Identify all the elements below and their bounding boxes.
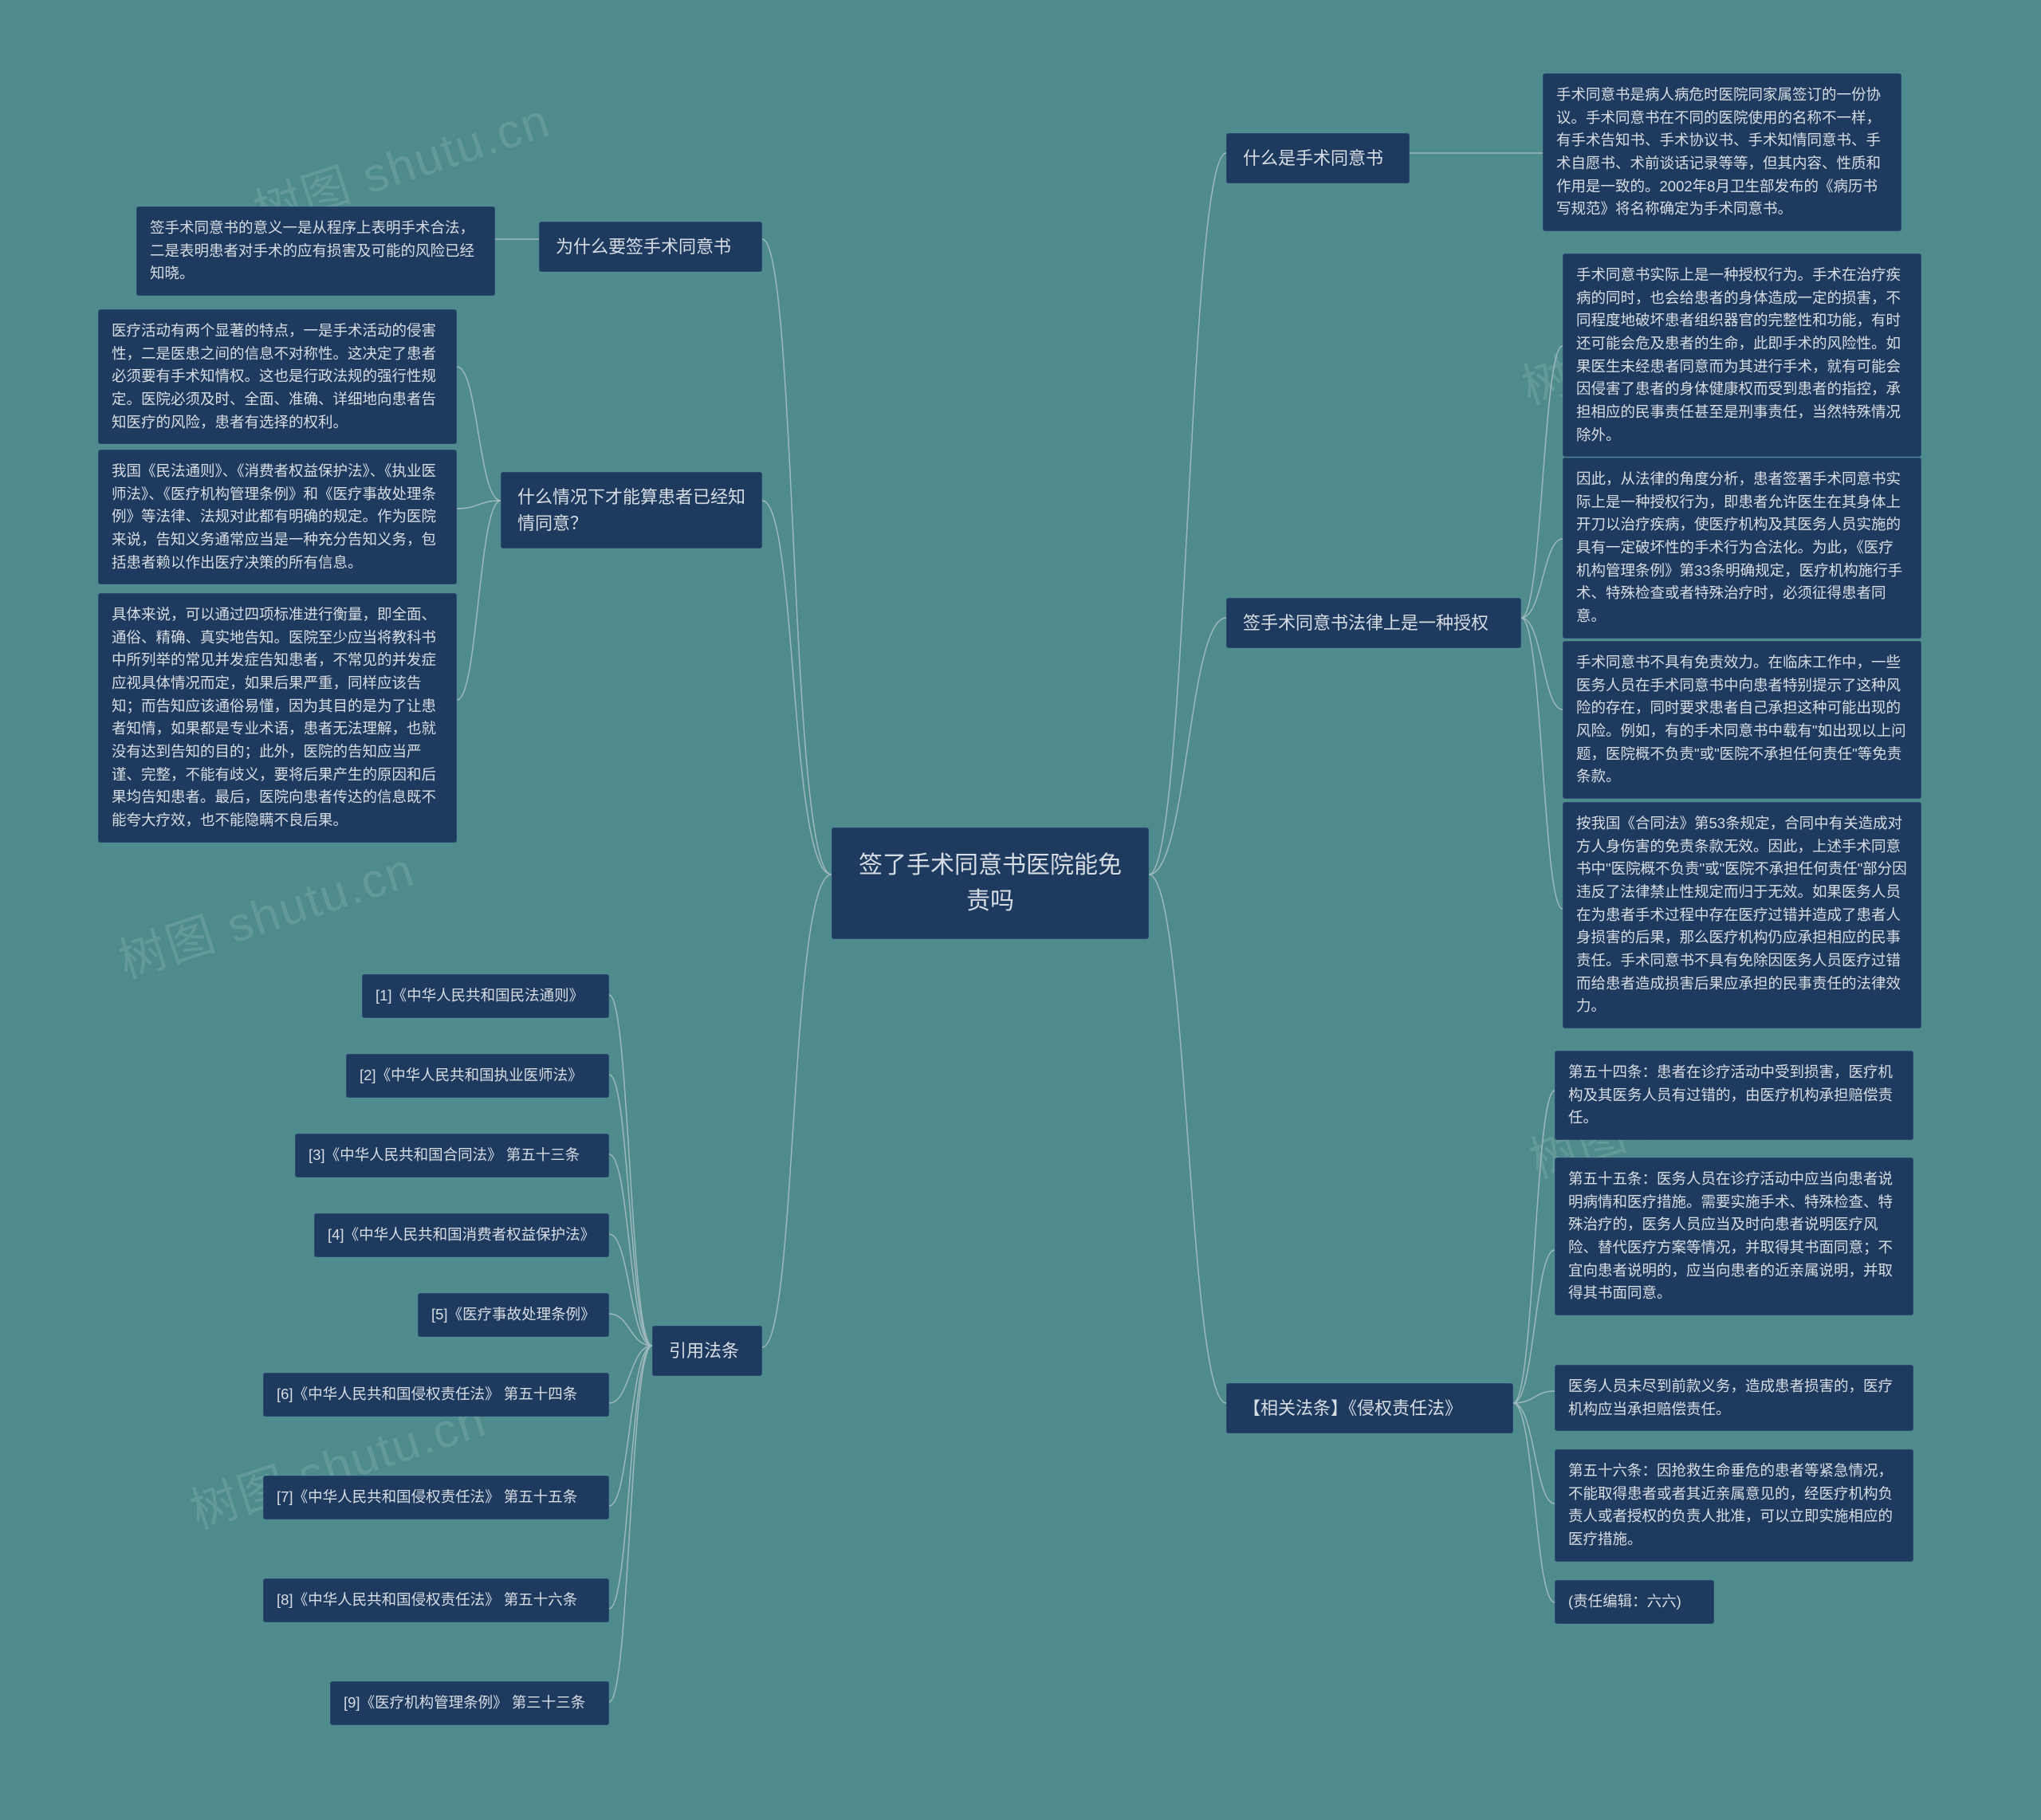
branch-citations: 引用法条 bbox=[652, 1326, 762, 1376]
leaf-law-5: (责任编辑：六六) bbox=[1555, 1580, 1714, 1624]
citation-6: [6]《中华人民共和国侵权责任法》 第五十四条 bbox=[263, 1373, 609, 1417]
citation-3: [3]《中华人民共和国合同法》 第五十三条 bbox=[295, 1134, 609, 1177]
leaf-informed-1: 医疗活动有两个显著的特点，一是手术活动的侵害性，二是医患之间的信息不对称性。这决… bbox=[98, 309, 457, 444]
citation-1: [1]《中华人民共和国民法通则》 bbox=[362, 974, 609, 1018]
citation-7: [7]《中华人民共和国侵权责任法》 第五十五条 bbox=[263, 1476, 609, 1519]
citation-8: [8]《中华人民共和国侵权责任法》 第五十六条 bbox=[263, 1578, 609, 1622]
citation-9: [9]《医疗机构管理条例》 第三十三条 bbox=[330, 1681, 609, 1725]
leaf-auth-4: 按我国《合同法》第53条规定，合同中有关造成对方人身伤害的免责条款无效。因此，上… bbox=[1563, 802, 1921, 1028]
branch-related-law: 【相关法条】《侵权责任法》 bbox=[1226, 1383, 1513, 1433]
leaf-law-4: 第五十六条：因抢救生命垂危的患者等紧急情况，不能取得患者或者其近亲属意见的，经医… bbox=[1555, 1449, 1913, 1562]
branch-when-informed: 什么情况下才能算患者已经知情同意？ bbox=[501, 472, 762, 548]
leaf-law-2: 第五十五条：医务人员在诊疗活动中应当向患者说明病情和医疗措施。需要实施手术、特殊… bbox=[1555, 1158, 1913, 1315]
leaf-law-3: 医务人员未尽到前款义务，造成患者损害的，医疗机构应当承担赔偿责任。 bbox=[1555, 1365, 1913, 1431]
center-node: 签了手术同意书医院能免责吗 bbox=[832, 827, 1149, 939]
leaf-what-is-1: 手术同意书是病人病危时医院同家属签订的一份协议。手术同意书在不同的医院使用的名称… bbox=[1543, 73, 1901, 231]
leaf-informed-2: 我国《民法通则》、《消费者权益保护法》、《执业医师法》、《医疗机构管理条例》和《… bbox=[98, 450, 457, 584]
leaf-why-sign-1: 签手术同意书的意义一是从程序上表明手术合法，二是表明患者对手术的应有损害及可能的… bbox=[136, 206, 495, 296]
branch-why-sign: 为什么要签手术同意书 bbox=[539, 222, 762, 272]
leaf-auth-3: 手术同意书不具有免责效力。在临床工作中，一些医务人员在手术同意书中向患者特别提示… bbox=[1563, 641, 1921, 799]
citation-4: [4]《中华人民共和国消费者权益保护法》 bbox=[314, 1213, 609, 1257]
leaf-auth-1: 手术同意书实际上是一种授权行为。手术在治疗疾病的同时，也会给患者的身体造成一定的… bbox=[1563, 254, 1921, 457]
citation-5: [5]《医疗事故处理条例》 bbox=[418, 1293, 609, 1337]
leaf-law-1: 第五十四条：患者在诊疗活动中受到损害，医疗机构及其医务人员有过错的，由医疗机构承… bbox=[1555, 1051, 1913, 1140]
branch-authorization: 签手术同意书法律上是一种授权 bbox=[1226, 598, 1521, 648]
leaf-informed-3: 具体来说，可以通过四项标准进行衡量，即全面、通俗、精确、真实地告知。医院至少应当… bbox=[98, 593, 457, 843]
center-title: 签了手术同意书医院能免责吗 bbox=[859, 852, 1122, 914]
citation-2: [2]《中华人民共和国执业医师法》 bbox=[346, 1054, 609, 1098]
branch-what-is: 什么是手术同意书 bbox=[1226, 133, 1410, 183]
leaf-auth-2: 因此，从法律的角度分析，患者签署手术同意书实际上是一种授权行为，即患者允许医生在… bbox=[1563, 458, 1921, 639]
watermark: 树图 shutu.cn bbox=[108, 831, 423, 993]
